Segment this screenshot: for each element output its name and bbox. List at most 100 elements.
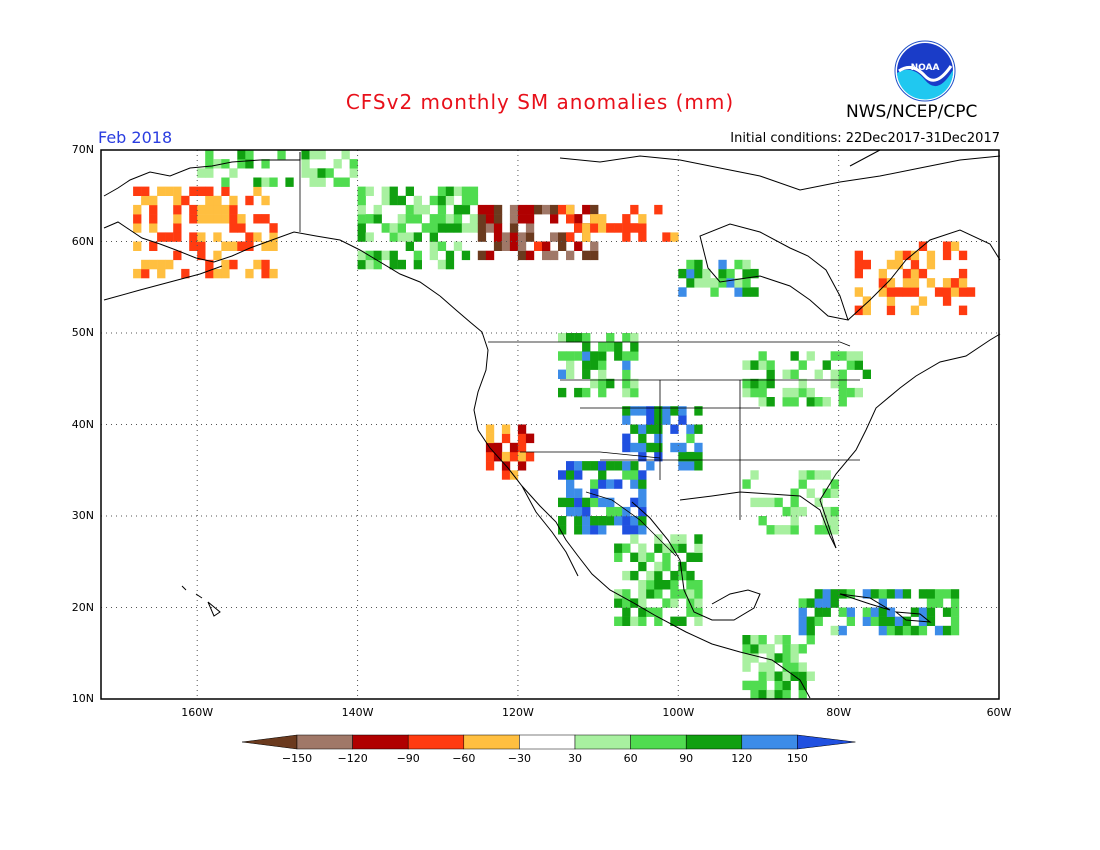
anomaly-cell — [429, 250, 438, 261]
anomaly-cell — [702, 268, 711, 279]
anomaly-cell — [878, 268, 887, 279]
anomaly-cell — [157, 232, 166, 242]
anomaly-cell — [638, 470, 647, 480]
anomaly-cell — [766, 525, 775, 535]
anomaly-cell — [846, 589, 855, 599]
anomaly-cell — [501, 470, 511, 480]
anomaly-cell — [550, 232, 559, 242]
anomaly-cell — [686, 461, 695, 471]
anomaly-cell — [213, 268, 222, 279]
anomaly-cell — [550, 204, 559, 215]
anomaly-cell — [606, 342, 615, 352]
colorbar-swatch — [407, 734, 465, 750]
anomaly-cell — [157, 268, 166, 279]
anomaly-cell — [694, 268, 703, 279]
anomaly-cell — [566, 497, 575, 508]
anomaly-cell — [429, 214, 438, 224]
anomaly-cell — [718, 268, 727, 279]
anomaly-cell — [253, 232, 262, 242]
anomaly-cell — [862, 607, 871, 617]
anomaly-cell — [558, 470, 567, 480]
anomaly-cell — [221, 241, 230, 251]
anomaly-cell — [453, 214, 463, 224]
anomaly-cell — [678, 287, 687, 297]
anomaly-cell — [622, 506, 631, 517]
anomaly-cell — [141, 195, 150, 206]
anomaly-cell — [630, 479, 639, 489]
anomaly-cell — [678, 415, 687, 425]
anomaly-cell — [213, 250, 222, 261]
anomaly-cell — [501, 232, 511, 242]
anomaly-cell — [662, 552, 671, 562]
anomaly-cell — [846, 607, 855, 617]
anomaly-cell — [229, 259, 238, 270]
anomaly-cell — [942, 607, 952, 617]
anomaly-cell — [822, 607, 831, 617]
anomaly-cell — [413, 214, 422, 224]
anomaly-cell — [742, 268, 751, 279]
anomaly-cell — [878, 625, 887, 636]
anomaly-cell — [173, 223, 182, 233]
anomaly-cell — [694, 278, 703, 288]
anomaly-cell — [886, 305, 896, 316]
anomaly-cell — [405, 214, 414, 224]
anomaly-cell — [245, 241, 254, 251]
anomaly-cell — [902, 250, 912, 261]
anomaly-cell — [197, 204, 206, 215]
anomaly-cell — [229, 168, 238, 178]
anomaly-cell — [582, 204, 591, 215]
anomaly-cell — [894, 625, 904, 636]
anomaly-cell — [830, 351, 839, 361]
anomaly-cell — [229, 204, 238, 215]
anomaly-cell — [237, 214, 246, 224]
anomaly-cell — [758, 635, 767, 645]
anomaly-cell — [606, 378, 615, 389]
anomaly-cell — [558, 351, 567, 361]
anomaly-cell — [886, 625, 896, 636]
anomaly-cell — [149, 195, 158, 206]
anomaly-cell — [437, 214, 447, 224]
anomaly-cell — [477, 232, 487, 242]
anomaly-cell — [566, 461, 575, 471]
anomaly-cell — [742, 259, 751, 270]
anomaly-cell — [397, 223, 406, 233]
anomaly-cell — [614, 223, 623, 233]
anomaly-cell — [542, 250, 551, 261]
anomaly-cell — [525, 451, 535, 462]
anomaly-cell — [397, 259, 406, 270]
anomaly-cell — [734, 287, 743, 297]
anomaly-cell — [654, 534, 663, 544]
anomaly-cell — [501, 433, 511, 444]
anomaly-cell — [662, 415, 671, 425]
anomaly-cell — [774, 680, 783, 691]
anomaly-cell — [910, 607, 920, 617]
anomaly-cell — [622, 442, 631, 453]
anomaly-cell — [694, 406, 703, 416]
anomaly-cell — [790, 662, 799, 672]
anomaly-cell — [509, 442, 519, 453]
anomaly-cell — [349, 159, 358, 169]
anomaly-cell — [413, 250, 422, 261]
anomaly-cell — [630, 570, 639, 581]
anomaly-cell — [750, 497, 759, 508]
anomaly-cell — [582, 387, 591, 398]
anomaly-cell — [686, 589, 695, 599]
anomaly-cell — [622, 223, 631, 233]
anomaly-cell — [766, 497, 775, 508]
anomaly-cell — [886, 616, 896, 626]
anomaly-cell — [253, 177, 262, 187]
anomaly-cell — [405, 186, 414, 196]
latitude-tick-label: 70N — [71, 143, 94, 156]
anomaly-cell — [445, 223, 455, 233]
anomaly-cell — [517, 433, 527, 444]
anomaly-cell — [397, 232, 406, 242]
anomaly-cell — [365, 214, 374, 224]
anomaly-cell — [461, 250, 471, 261]
anomaly-cell — [670, 543, 679, 553]
anomaly-cell — [798, 671, 807, 681]
anomaly-cell — [133, 268, 142, 279]
anomaly-cell — [542, 241, 551, 251]
anomaly-cell — [469, 186, 479, 196]
anomaly-cell — [558, 333, 567, 343]
anomaly-cell — [614, 616, 623, 626]
